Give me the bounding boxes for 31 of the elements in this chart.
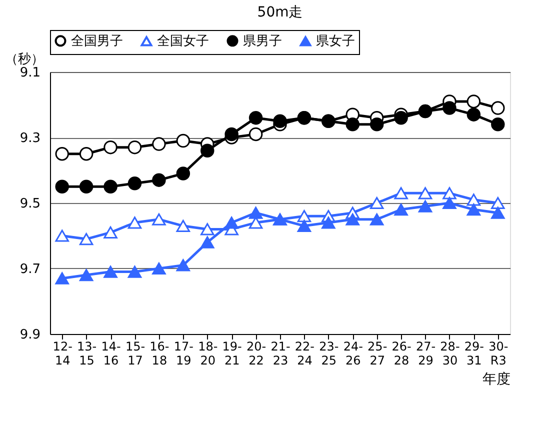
x-tick-label: 27-29 <box>416 340 436 368</box>
legend-label: 県女子 <box>316 34 355 50</box>
x-tick-label: 25-27 <box>368 340 388 368</box>
y-tick-label: 9.7 <box>20 262 40 277</box>
legend-label: 全国男子 <box>71 34 123 49</box>
x-tick-label: 21-23 <box>270 340 290 368</box>
x-tick-label: 29-31 <box>464 340 484 368</box>
x-tick-label: 19-21 <box>222 340 242 368</box>
x-tick-label: 22-24 <box>294 340 315 368</box>
y-tick-label: 9.1 <box>20 66 40 80</box>
x-tick-label: 24-26 <box>343 340 363 368</box>
x-tick-label: 16-18 <box>150 340 170 368</box>
x-axis-title: 年度 <box>482 372 510 388</box>
x-tick-label: 30-R3 <box>488 340 508 368</box>
x-tick-label: 13-15 <box>77 340 97 368</box>
y-tick-label: 9.3 <box>20 131 40 146</box>
x-tick-label: 20-22 <box>246 340 266 368</box>
x-tick-label: 23-25 <box>319 340 339 368</box>
x-tick-label: 15-17 <box>125 340 146 368</box>
chart-title: 50m走 <box>257 4 303 20</box>
legend-label: 全国女子 <box>157 34 209 50</box>
x-tick-label: 26-28 <box>392 340 412 368</box>
legend-label: 県男子 <box>243 34 282 49</box>
y-tick-label: 9.5 <box>20 196 40 212</box>
x-tick-label: 28-30 <box>440 340 460 368</box>
x-tick-label: 12-14 <box>52 340 72 368</box>
x-tick-label: 18-20 <box>198 340 218 368</box>
x-tick-label: 14-16 <box>101 340 121 368</box>
y-tick-label: 9.9 <box>20 328 40 342</box>
y-axis-title: （秒） <box>5 52 44 67</box>
x-tick-label: 17-19 <box>174 340 194 368</box>
